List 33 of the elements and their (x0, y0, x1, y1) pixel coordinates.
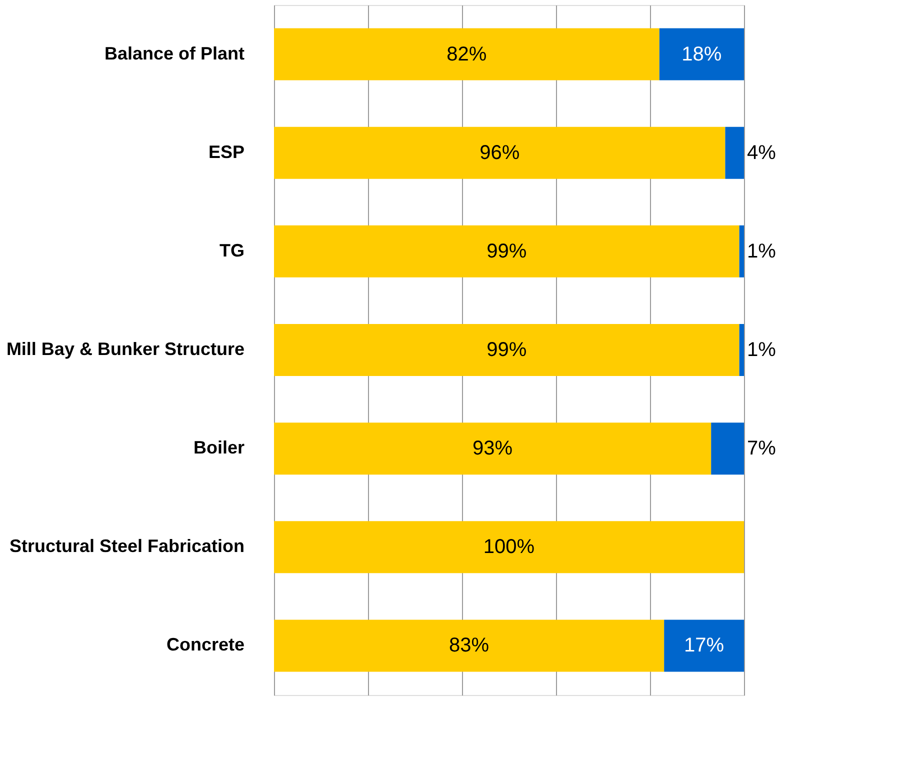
data-label: 7% (747, 438, 776, 460)
bar (659, 28, 744, 80)
data-label: 18% (682, 43, 722, 66)
bar (274, 28, 660, 80)
bar (274, 126, 726, 179)
y-tick-label: TG (220, 240, 244, 260)
y-tick-label: Boiler (193, 438, 244, 458)
data-label: 17% (684, 634, 724, 657)
y-tick-label: Mill Bay & Bunker Structure (6, 339, 244, 359)
data-label: 4% (747, 142, 776, 164)
bar (711, 422, 744, 475)
data-label: 83% (449, 634, 490, 657)
bar (725, 126, 744, 179)
y-tick-label: ESP (208, 142, 244, 162)
data-label: 82% (446, 43, 487, 66)
bar (664, 620, 744, 672)
data-label: 100% (483, 536, 535, 558)
bar (739, 324, 744, 376)
bar (274, 324, 740, 376)
y-tick-label: Balance of Plant (104, 43, 244, 64)
y-tick-label: Structural Steel Fabrication (9, 536, 244, 556)
y-tick-label: Concrete (166, 634, 244, 655)
data-label: 99% (486, 240, 527, 262)
bar (274, 620, 664, 672)
bar (739, 225, 744, 278)
data-label: 1% (747, 339, 776, 361)
bar (274, 521, 744, 574)
data-label: 93% (472, 438, 513, 460)
bar (274, 225, 740, 278)
data-label: 96% (480, 142, 520, 164)
data-label: 99% (486, 339, 527, 361)
data-label: 1% (747, 240, 776, 262)
bar (274, 422, 712, 475)
